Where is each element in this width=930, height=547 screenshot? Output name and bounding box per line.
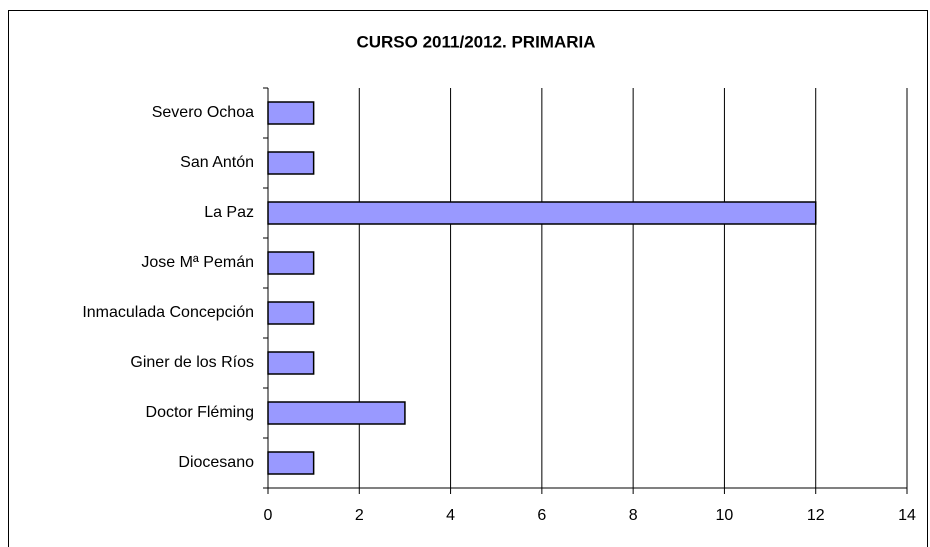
bar (267, 451, 315, 475)
bar (267, 201, 817, 225)
x-tick-label: 8 (629, 507, 638, 524)
bar (267, 301, 315, 325)
x-tick-label: 2 (355, 507, 364, 524)
y-tick-label: San Antón (180, 154, 254, 171)
bar (267, 251, 315, 275)
bar (267, 401, 406, 425)
y-tick-label: La Paz (204, 204, 254, 221)
chart-frame (8, 10, 928, 547)
x-tick-label: 4 (446, 507, 455, 524)
bar (267, 351, 315, 375)
y-tick-label: Giner de los Ríos (130, 354, 254, 371)
x-tick-label: 6 (537, 507, 546, 524)
y-tick-label: Inmaculada Concepción (82, 304, 254, 321)
y-tick-label: Doctor Fléming (146, 404, 254, 421)
bar (267, 101, 315, 125)
x-tick-label: 12 (807, 507, 825, 524)
x-tick-label: 0 (264, 507, 273, 524)
bar (267, 151, 315, 175)
y-tick-label: Jose Mª Pemán (141, 254, 254, 271)
y-tick-label: Diocesano (178, 454, 254, 471)
x-tick-label: 14 (898, 507, 916, 524)
y-tick-label: Severo Ochoa (152, 104, 254, 121)
x-tick-label: 10 (716, 507, 734, 524)
chart-title: CURSO 2011/2012. PRIMARIA (356, 32, 595, 51)
